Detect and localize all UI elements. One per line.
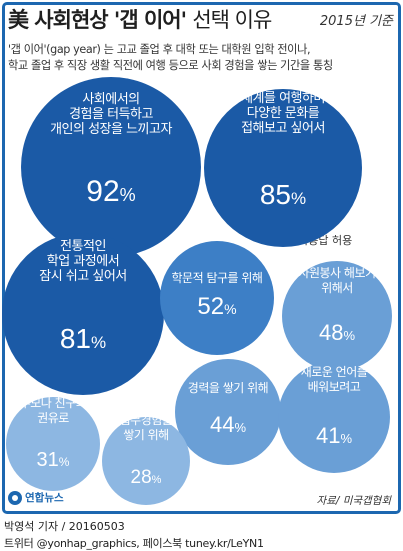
bubble-circle bbox=[2, 233, 164, 395]
bubble-value: 28% bbox=[131, 467, 162, 488]
bubble-circle bbox=[204, 89, 362, 247]
bubble-label-line: 사회에서의 bbox=[82, 92, 139, 107]
bubble-4: 학문적 탐구를 위해 52% bbox=[160, 241, 274, 355]
bubble-circle bbox=[282, 261, 392, 371]
bubble-value: 48% bbox=[319, 320, 355, 345]
description-line-2: 학교 졸업 후 직장 생활 직전에 여행 등으로 사회 경험을 쌓는 기간을 통… bbox=[8, 59, 333, 72]
bubble-value: 41% bbox=[316, 423, 352, 448]
credit-social: 트위터 @yonhap_graphics, 페이스북 tuney.kr/LeYN… bbox=[4, 537, 264, 550]
title-rest: 선택 이유 bbox=[192, 8, 272, 32]
bubble-label-line: 업무경험을 bbox=[120, 413, 173, 427]
bubble-label-line: 경험을 터득하고 bbox=[69, 107, 153, 122]
bubble-label-line: 위해서 bbox=[321, 281, 353, 295]
bubble-label-line: 개인의 성장을 느끼고자 bbox=[50, 122, 172, 137]
logo: 연합뉴스 bbox=[8, 490, 64, 505]
bubble-value: 81% bbox=[60, 323, 106, 354]
bubble-label-line: 자원봉사 해보기 bbox=[298, 266, 375, 280]
bubble-label-line: 경력을 쌓기 위해 bbox=[188, 381, 268, 395]
bubble-value: 52% bbox=[197, 293, 236, 320]
bubble-label-line: 접해보고 싶어서 bbox=[241, 121, 325, 136]
bubble-value: 85% bbox=[260, 179, 306, 210]
bubble-label-line: 부모나 친구의 bbox=[20, 396, 87, 410]
bubble-label-line: 새로운 언어를 bbox=[301, 365, 368, 379]
chart-title: 美 사회현상 '갭 이어' 선택 이유 bbox=[8, 4, 272, 34]
bubble-circle bbox=[175, 359, 281, 465]
bubble-label-line: 배워보려고 bbox=[308, 380, 361, 394]
bubble-value: 44% bbox=[210, 412, 246, 437]
bubble-circle bbox=[6, 397, 100, 491]
bubble-circle bbox=[278, 361, 390, 473]
bubble-value: 92% bbox=[86, 175, 135, 208]
bubble-6: 경력을 쌓기 위해 44% bbox=[175, 359, 281, 465]
bubble-label-line: 세계를 여행하며 bbox=[241, 90, 325, 106]
bubble-value: 31% bbox=[37, 449, 70, 471]
logo-text: 연합뉴스 bbox=[25, 492, 64, 504]
bubble-label-line: 쌓기 위해 bbox=[123, 428, 168, 442]
bubble-label-line: 권유로 bbox=[37, 411, 69, 425]
bubble-circle bbox=[21, 77, 201, 257]
bubble-circle bbox=[102, 417, 190, 505]
logo-icon bbox=[8, 490, 22, 505]
description: '갭 이어'(gap year) 는 고교 졸업 후 대학 또는 대학원 입학 … bbox=[8, 42, 396, 74]
chart-frame bbox=[2, 2, 401, 514]
title-bold: 美 사회현상 '갭 이어' bbox=[8, 8, 187, 32]
bubble-label-line: 학문적 탐구를 위해 bbox=[172, 271, 263, 285]
bubble-label-line: 다양한 문화를 bbox=[247, 106, 320, 121]
credit-reporter: 박영석 기자 / 20160503 bbox=[4, 520, 125, 533]
bubble-label-line: 잠시 쉬고 싶어서 bbox=[39, 269, 127, 284]
title-year: 2015년 기준 bbox=[319, 14, 393, 29]
bubble-label-line: 전통적인 bbox=[60, 239, 106, 254]
bubble-label-line: 학업 과정에서 bbox=[47, 254, 119, 269]
description-line-1: '갭 이어'(gap year) 는 고교 졸업 후 대학 또는 대학원 입학 … bbox=[8, 43, 311, 56]
bubble-circle bbox=[160, 241, 274, 355]
source: 자료/ 미국갭협회 bbox=[316, 495, 392, 507]
